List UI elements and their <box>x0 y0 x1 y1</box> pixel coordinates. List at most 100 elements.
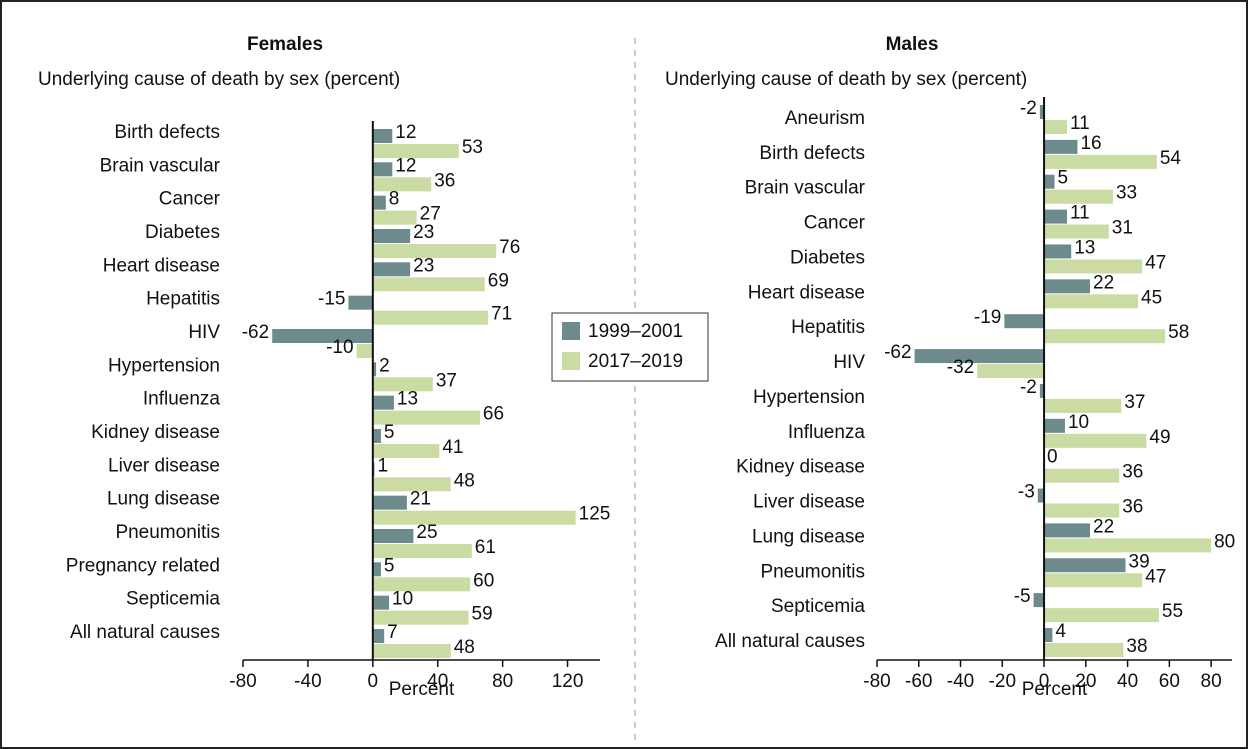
value-label: 69 <box>488 270 509 291</box>
panel-title: Males <box>886 34 939 55</box>
bar <box>272 329 373 343</box>
value-label: 22 <box>1093 516 1114 537</box>
bar <box>1044 174 1055 189</box>
bar <box>1044 573 1143 588</box>
category-label: Liver disease <box>753 492 865 513</box>
value-label: 4 <box>1055 621 1066 642</box>
category-label: HIV <box>833 352 865 373</box>
bar <box>372 362 377 377</box>
value-label: 41 <box>442 437 463 458</box>
category-label: Hepatitis <box>791 317 865 338</box>
bar <box>1039 105 1045 119</box>
value-label: 21 <box>410 489 431 510</box>
bar <box>1044 558 1126 573</box>
category-label: Cancer <box>159 189 221 210</box>
category-label: Liver disease <box>108 455 220 476</box>
value-label: 1 <box>377 455 388 476</box>
x-tick-label: -60 <box>905 671 932 692</box>
value-label: 2 <box>379 355 390 376</box>
bar <box>1044 279 1090 294</box>
bar <box>1044 189 1113 204</box>
bar <box>1039 383 1045 398</box>
value-label: 31 <box>1112 218 1133 239</box>
category-label: Brain vascular <box>745 178 866 199</box>
value-label: 66 <box>483 404 504 425</box>
category-label: Influenza <box>143 389 221 410</box>
category-label: Pregnancy related <box>66 555 220 576</box>
bar <box>372 162 393 177</box>
value-label: 22 <box>1093 272 1114 293</box>
bar <box>1037 488 1045 503</box>
bar <box>372 277 485 292</box>
x-tick-label: 80 <box>1201 671 1222 692</box>
category-label: Septicemia <box>126 589 220 610</box>
bar <box>1044 329 1166 344</box>
value-label: 59 <box>472 604 493 625</box>
category-label: Brain vascular <box>100 155 221 176</box>
value-label: 54 <box>1160 148 1182 169</box>
x-tick-label: -20 <box>989 671 1016 692</box>
value-label: 23 <box>413 255 434 276</box>
bar <box>1044 120 1068 134</box>
category-label: Diabetes <box>145 222 220 243</box>
bar <box>372 562 381 577</box>
value-label: 37 <box>1124 392 1145 413</box>
category-label: Aneurism <box>785 108 865 129</box>
bar <box>348 295 373 310</box>
value-label: 23 <box>413 222 434 243</box>
bar <box>1044 259 1143 274</box>
value-label: 5 <box>384 422 395 443</box>
value-label: 76 <box>499 237 520 258</box>
x-tick-label: -40 <box>294 671 321 692</box>
value-label: 61 <box>475 537 496 558</box>
bar <box>372 477 451 492</box>
value-label: 5 <box>1058 168 1069 189</box>
x-tick-label: -80 <box>229 671 256 692</box>
bar <box>1044 608 1159 623</box>
category-label: HIV <box>188 322 220 343</box>
bar <box>372 429 381 443</box>
category-label: Lung disease <box>107 489 220 510</box>
value-label: 11 <box>1070 203 1090 224</box>
value-label: 10 <box>1068 412 1089 433</box>
bar <box>977 364 1045 379</box>
x-tick-label: -80 <box>863 671 890 692</box>
x-tick-label: 120 <box>552 671 584 692</box>
value-label: 13 <box>1074 237 1095 258</box>
value-label: 10 <box>392 589 413 610</box>
value-label: 8 <box>389 189 400 210</box>
bar <box>372 177 432 192</box>
bar <box>372 144 459 158</box>
value-label: 125 <box>579 504 611 525</box>
bar <box>1044 294 1139 309</box>
category-label: Septicemia <box>771 596 865 617</box>
x-tick-label: 40 <box>427 671 448 692</box>
value-label: 12 <box>395 122 416 143</box>
bar <box>1044 503 1120 518</box>
x-tick-label: 0 <box>1039 671 1050 692</box>
bar <box>1044 209 1068 224</box>
category-label: All natural causes <box>715 631 865 652</box>
category-label: Pneumonitis <box>115 522 220 543</box>
value-label: -5 <box>1014 586 1031 607</box>
panel-subtitle: Underlying cause of death by sex (percen… <box>665 69 1027 90</box>
bar <box>1044 628 1053 642</box>
value-label: -10 <box>326 337 353 358</box>
bar <box>372 129 393 143</box>
value-label: 48 <box>454 470 475 491</box>
bar <box>372 395 394 410</box>
bar <box>372 195 386 210</box>
value-label: -3 <box>1018 482 1035 503</box>
bar <box>372 510 576 525</box>
x-axis-label: Percent <box>389 679 455 700</box>
value-label: -2 <box>1020 377 1037 398</box>
bar <box>1044 538 1212 553</box>
value-label: 58 <box>1168 322 1189 343</box>
category-label: Diabetes <box>790 247 865 268</box>
category-label: Birth defects <box>114 122 220 143</box>
value-label: 36 <box>1122 462 1143 483</box>
value-label: 48 <box>454 637 475 658</box>
value-label: -15 <box>318 289 345 310</box>
